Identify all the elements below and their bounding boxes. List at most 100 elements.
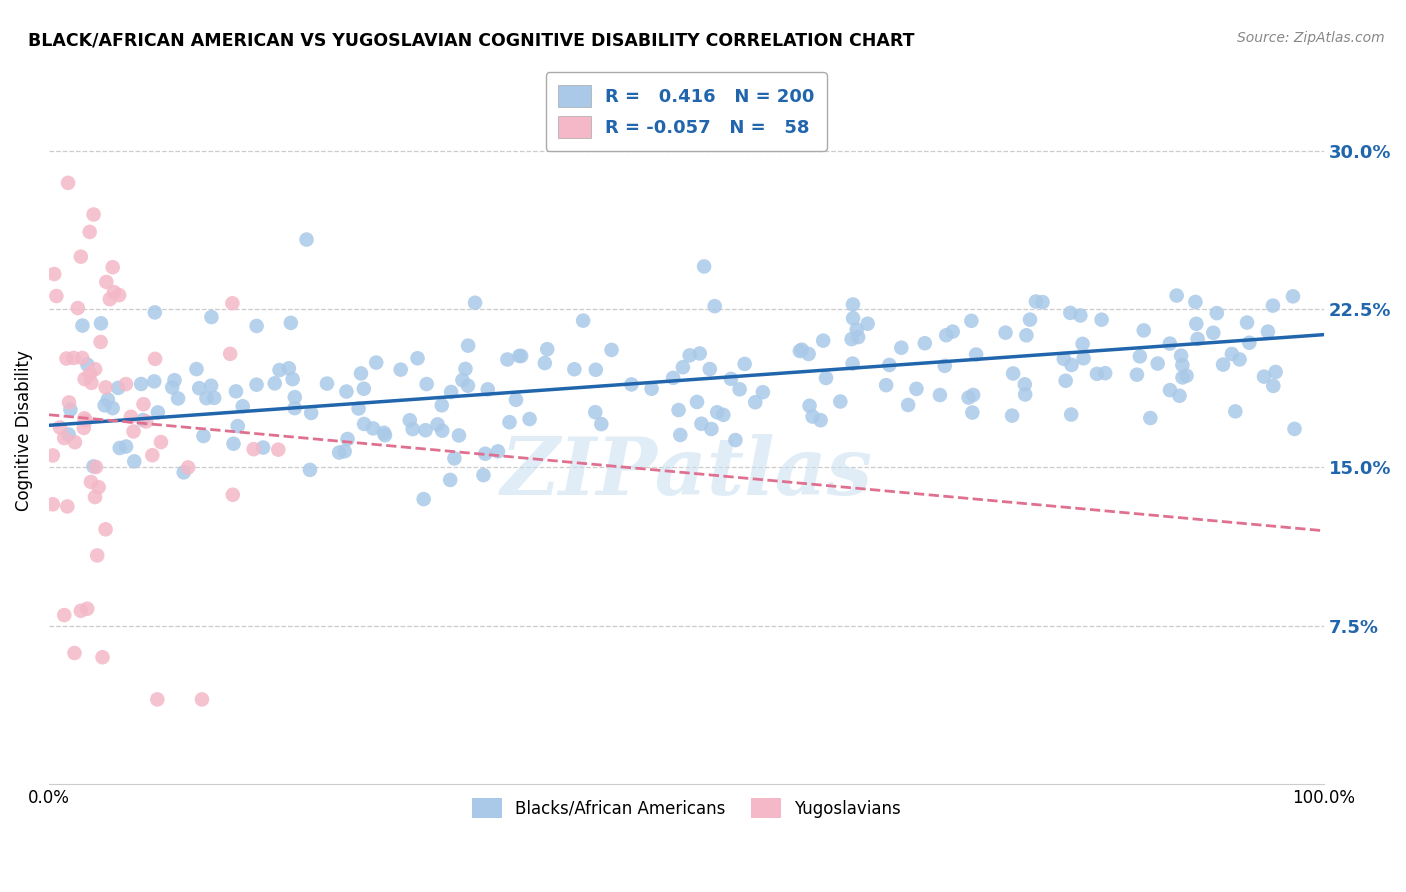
Point xyxy=(1171,370,1194,384)
Point xyxy=(1002,367,1025,381)
Point xyxy=(149,435,172,450)
Point xyxy=(115,440,138,454)
Point xyxy=(700,422,723,436)
Point xyxy=(72,318,94,333)
Point xyxy=(1212,358,1234,372)
Point xyxy=(245,377,267,392)
Point xyxy=(789,344,811,359)
Point xyxy=(94,380,117,394)
Point xyxy=(845,323,868,337)
Point xyxy=(1060,358,1083,372)
Point xyxy=(80,376,103,390)
Point xyxy=(672,360,695,375)
Point xyxy=(477,382,499,396)
Point xyxy=(1253,369,1275,384)
Point xyxy=(361,421,384,435)
Point xyxy=(662,371,685,385)
Point xyxy=(167,392,190,406)
Point xyxy=(83,207,105,221)
Point xyxy=(44,267,66,281)
Point xyxy=(267,442,290,457)
Point xyxy=(585,363,607,377)
Point xyxy=(101,401,124,416)
Point xyxy=(1014,387,1036,401)
Point xyxy=(406,351,429,366)
Point xyxy=(366,355,388,369)
Point xyxy=(1185,317,1208,331)
Point xyxy=(63,435,86,450)
Point xyxy=(42,497,65,511)
Point xyxy=(75,413,97,427)
Point xyxy=(412,492,434,507)
Point xyxy=(1170,349,1192,363)
Point xyxy=(1184,294,1206,309)
Point xyxy=(934,359,956,373)
Point xyxy=(177,460,200,475)
Point xyxy=(58,395,80,409)
Point xyxy=(73,421,96,435)
Point xyxy=(162,380,184,394)
Point xyxy=(447,428,470,442)
Point xyxy=(1073,351,1095,366)
Point xyxy=(141,448,163,462)
Point xyxy=(1236,316,1258,330)
Point xyxy=(1059,306,1081,320)
Point xyxy=(962,388,984,402)
Point xyxy=(875,378,897,392)
Point xyxy=(63,646,86,660)
Point xyxy=(897,398,920,412)
Point xyxy=(443,451,465,466)
Point xyxy=(94,522,117,536)
Point xyxy=(1069,309,1091,323)
Point xyxy=(1071,337,1094,351)
Point xyxy=(486,444,509,458)
Point xyxy=(103,285,125,300)
Point xyxy=(440,384,463,399)
Point xyxy=(505,392,527,407)
Point xyxy=(752,385,775,400)
Point xyxy=(508,349,530,363)
Point xyxy=(957,391,980,405)
Point xyxy=(1205,306,1227,320)
Point xyxy=(1166,288,1188,302)
Point xyxy=(801,409,824,424)
Point xyxy=(679,348,702,362)
Point xyxy=(1132,323,1154,337)
Point xyxy=(994,326,1017,340)
Point xyxy=(797,347,820,361)
Point xyxy=(80,475,103,489)
Point xyxy=(108,441,131,455)
Point xyxy=(790,343,813,357)
Point xyxy=(689,346,711,360)
Point xyxy=(336,432,359,446)
Text: Source: ZipAtlas.com: Source: ZipAtlas.com xyxy=(1237,31,1385,45)
Point xyxy=(73,372,96,386)
Point xyxy=(373,425,395,440)
Point xyxy=(143,351,166,366)
Point xyxy=(415,377,437,392)
Point xyxy=(1001,409,1024,423)
Point xyxy=(146,692,169,706)
Point xyxy=(132,413,155,427)
Point xyxy=(1053,351,1076,366)
Point xyxy=(1159,383,1181,397)
Text: BLACK/AFRICAN AMERICAN VS YUGOSLAVIAN COGNITIVE DISABILITY CORRELATION CHART: BLACK/AFRICAN AMERICAN VS YUGOSLAVIAN CO… xyxy=(28,31,915,49)
Point xyxy=(1159,336,1181,351)
Point xyxy=(73,411,96,425)
Point xyxy=(232,399,254,413)
Point xyxy=(496,352,519,367)
Point xyxy=(389,362,412,376)
Point xyxy=(277,361,299,376)
Point xyxy=(879,358,901,372)
Point xyxy=(82,459,104,474)
Point xyxy=(246,318,269,333)
Point xyxy=(101,260,124,275)
Point xyxy=(415,423,437,437)
Point xyxy=(842,311,865,326)
Point xyxy=(703,299,725,313)
Point xyxy=(143,305,166,319)
Point xyxy=(711,408,734,422)
Point xyxy=(66,301,89,315)
Point xyxy=(122,425,145,439)
Point xyxy=(115,377,138,392)
